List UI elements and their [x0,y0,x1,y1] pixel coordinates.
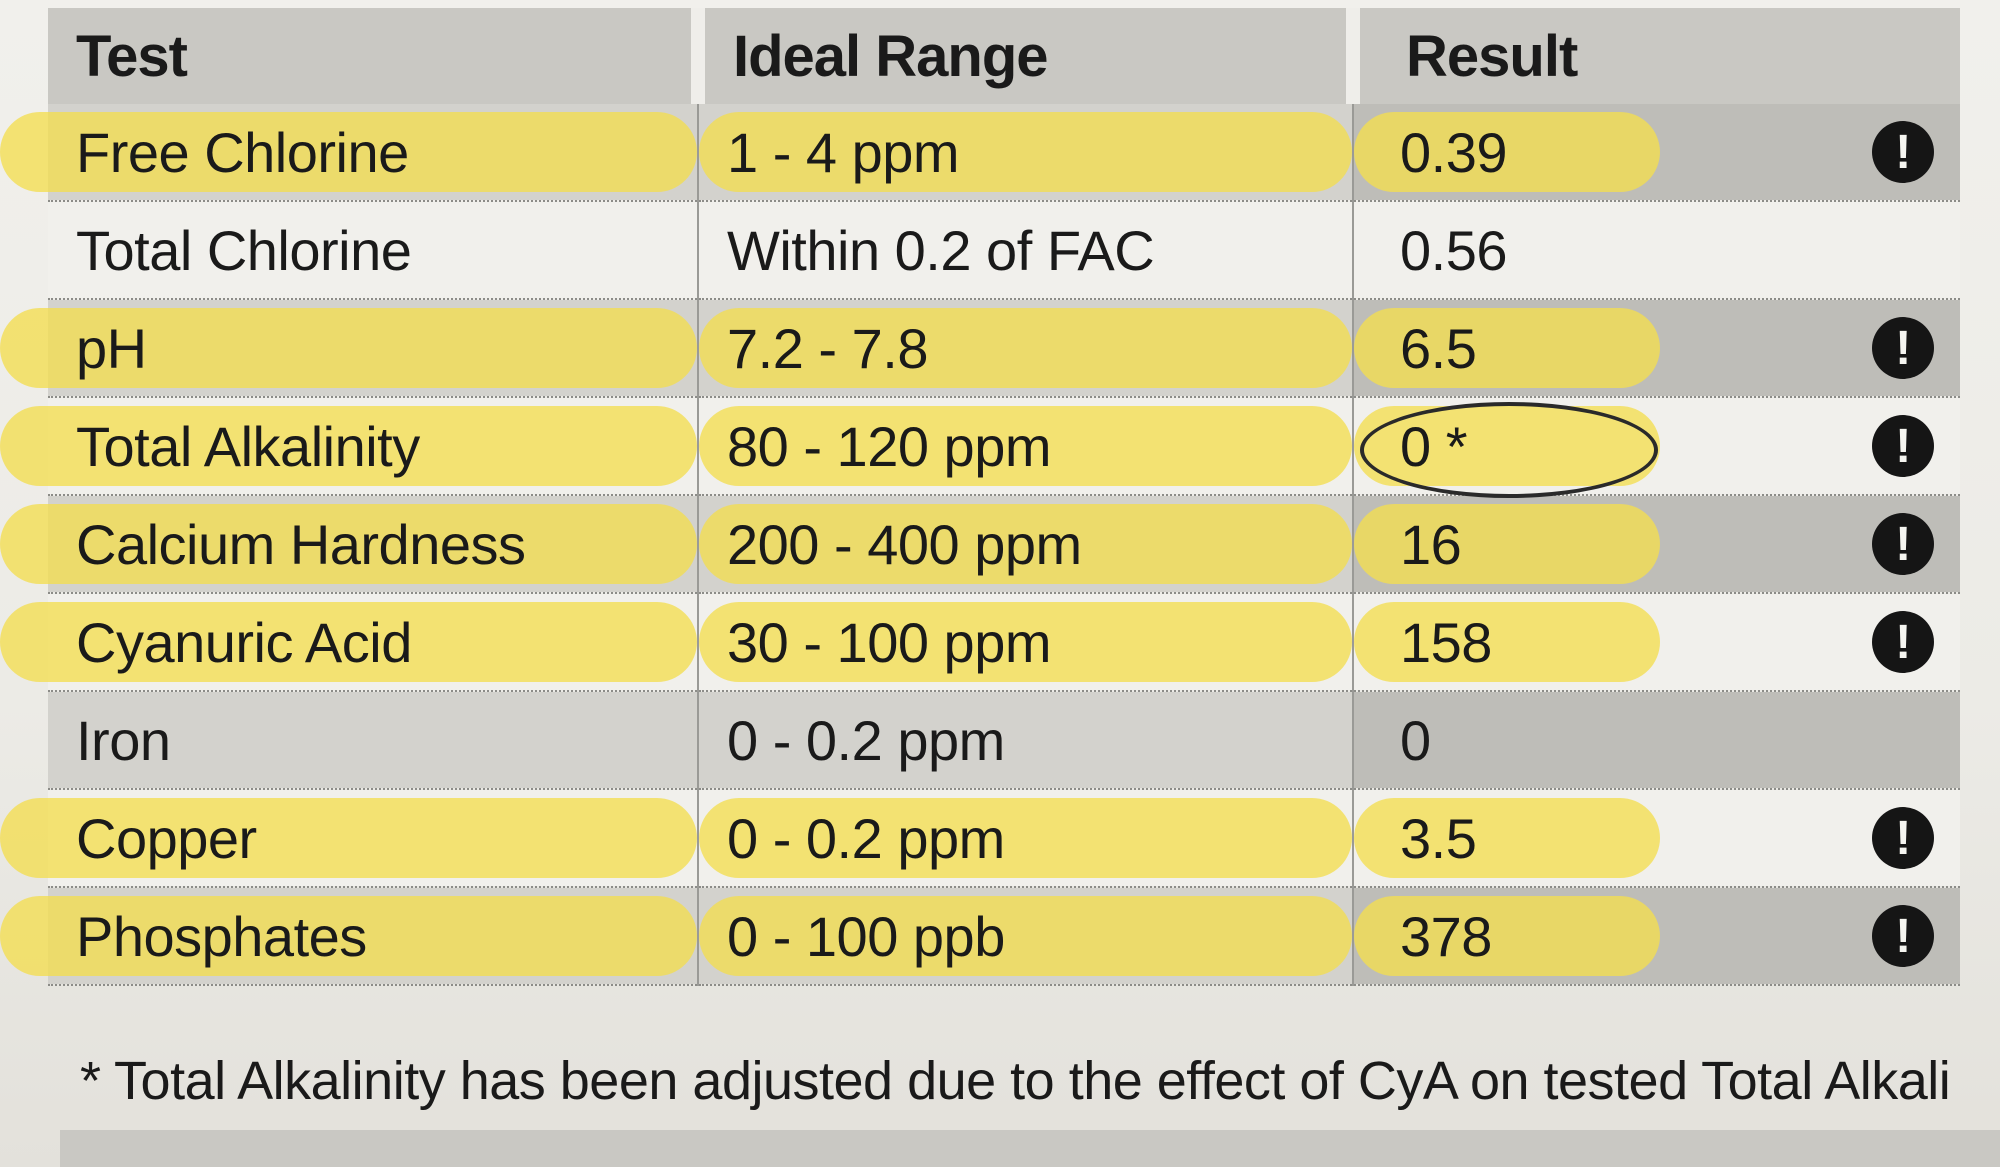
highlighter-mark [0,798,697,878]
result-text: 0 [1400,708,1431,772]
test-name-text: Calcium Hardness [76,512,526,576]
highlighter-mark [699,308,1352,388]
alert-icon: ! [1872,905,1934,967]
highlighter-mark [0,308,697,388]
ideal-range-cell: 30 - 100 ppm [698,593,1354,692]
ideal-range-text: 200 - 400 ppm [727,512,1082,576]
result-cell: 3.5! [1353,789,1960,888]
test-name-cell: Iron [48,691,699,790]
highlighter-mark [0,504,697,584]
table-row: Copper 0 - 0.2 ppm 3.5! [0,789,1960,888]
ideal-range-cell: 200 - 400 ppm [698,495,1354,594]
table-row: Total Chlorine Within 0.2 of FAC 0.56 [48,201,1960,300]
highlighter-mark [699,112,1352,192]
table-header-row: Test Ideal Range Result [48,8,1960,104]
ideal-range-cell: 0 - 100 ppb [698,887,1354,986]
ideal-range-text: 1 - 4 ppm [727,120,960,184]
table-row: pH 7.2 - 7.8 6.5! [0,299,1960,398]
alert-icon: ! [1872,317,1934,379]
highlighter-mark [699,602,1352,682]
ideal-range-text: 0 - 0.2 ppm [727,708,1005,772]
water-test-table: Test Ideal Range Result Free Chlorine 1 -… [0,8,1960,986]
header-ideal-range: Ideal Range [698,8,1360,104]
highlighter-mark [699,504,1352,584]
test-name-text: Copper [76,806,257,870]
ideal-range-text: 0 - 0.2 ppm [727,806,1005,870]
highlighter-mark [0,602,697,682]
result-cell: 0.39! [1353,104,1960,202]
result-text: 6.5 [1400,316,1477,380]
result-text: 3.5 [1400,806,1477,870]
result-cell: 158! [1353,593,1960,692]
footnote: * Total Alkalinity has been adjusted due… [80,1051,1951,1111]
test-name-text: Total Chlorine [76,218,412,282]
pen-circle-mark [1360,402,1658,498]
result-cell: 0 [1353,691,1960,790]
result-text: 158 [1400,610,1492,674]
highlighter-mark [1354,798,1660,878]
table-row: Calcium Hardness 200 - 400 ppm 16! [0,495,1960,594]
ideal-range-cell: 0 - 0.2 ppm [698,789,1354,888]
test-name-text: Total Alkalinity [76,414,420,478]
ideal-range-text: 80 - 120 ppm [727,414,1051,478]
test-name-text: Free Chlorine [76,120,409,184]
table-row: Phosphates 0 - 100 ppb 378! [0,887,1960,986]
ideal-range-cell: 0 - 0.2 ppm [698,691,1354,790]
highlighter-mark [1354,602,1660,682]
result-cell: 16! [1353,495,1960,594]
alert-icon: ! [1872,611,1934,673]
result-cell: 378! [1353,887,1960,986]
test-name-text: pH [76,316,147,380]
highlighter-mark [0,112,697,192]
highlighter-mark [1354,504,1660,584]
test-name-cell: Phosphates [0,887,699,986]
ideal-range-text: 0 - 100 ppb [727,904,1005,968]
test-name-text: Phosphates [76,904,367,968]
bottom-band [60,1130,2000,1167]
test-name-cell: Free Chlorine [0,104,699,202]
alert-icon: ! [1872,415,1934,477]
highlighter-mark [699,798,1352,878]
test-name-cell: Copper [0,789,699,888]
test-name-text: Cyanuric Acid [76,610,412,674]
table-row: Free Chlorine 1 - 4 ppm 0.39! [0,104,1960,202]
highlighter-mark [699,896,1352,976]
result-cell: 0.56 [1353,201,1960,300]
test-name-text: Iron [76,708,171,772]
highlighter-mark [0,896,697,976]
test-name-cell: Total Alkalinity [0,397,699,496]
ideal-range-cell: Within 0.2 of FAC [698,201,1354,300]
ideal-range-cell: 1 - 4 ppm [698,104,1354,202]
alert-icon: ! [1872,807,1934,869]
result-text: 0.39 [1400,120,1508,184]
highlighter-mark [0,406,697,486]
test-name-cell: Cyanuric Acid [0,593,699,692]
ideal-range-cell: 7.2 - 7.8 [698,299,1354,398]
ideal-range-cell: 80 - 120 ppm [698,397,1354,496]
test-name-cell: pH [0,299,699,398]
highlighter-mark [1354,112,1660,192]
ideal-range-text: 7.2 - 7.8 [727,316,928,380]
highlighter-mark [1354,896,1660,976]
alert-icon: ! [1872,121,1934,183]
ideal-range-text: Within 0.2 of FAC [727,218,1155,282]
alert-icon: ! [1872,513,1934,575]
test-name-cell: Total Chlorine [48,201,699,300]
result-text: 0.56 [1400,218,1508,282]
table-body: Free Chlorine 1 - 4 ppm 0.39! Total Chlorin… [0,104,1960,986]
table-row: Iron 0 - 0.2 ppm 0 [48,691,1960,790]
highlighter-mark [1354,308,1660,388]
table-row: Cyanuric Acid 30 - 100 ppm 158! [0,593,1960,692]
header-result: Result [1353,8,1960,104]
table-row: Total Alkalinity 80 - 120 ppm 0 *! [0,397,1960,498]
highlighter-mark [699,406,1352,486]
test-name-cell: Calcium Hardness [0,495,699,594]
ideal-range-text: 30 - 100 ppm [727,610,1051,674]
result-cell: 6.5! [1353,299,1960,398]
result-text: 16 [1400,512,1462,576]
header-test: Test [48,8,705,104]
result-cell: 0 *! [1353,397,1960,498]
result-text: 378 [1400,904,1492,968]
